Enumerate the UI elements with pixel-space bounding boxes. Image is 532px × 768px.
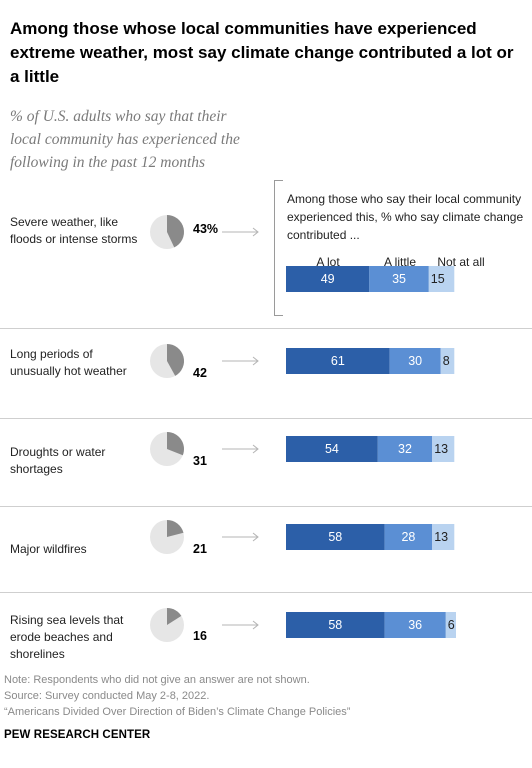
bar-value-label: 13: [434, 530, 449, 544]
legend-bracket: [274, 180, 283, 316]
column-header-a-lot: A lot: [316, 255, 340, 269]
pie-slice: [167, 520, 184, 537]
row-divider: [0, 418, 532, 419]
bar-value-label: 13: [434, 442, 449, 456]
source-text: Source: Survey conducted May 2-8, 2022.: [4, 690, 210, 702]
arrow-head: [252, 227, 259, 237]
arrow-head: [252, 356, 259, 366]
pie-slice: [167, 215, 185, 248]
bar-value-label: 58: [328, 530, 343, 544]
bar-segment-a-lot: [286, 612, 385, 638]
row-label-sea-levels: Rising sea levels that erode beaches and…: [10, 613, 124, 661]
bar-value-label: 36: [408, 618, 423, 632]
pie-slice: [167, 608, 182, 625]
bar-segment-a-lot: [286, 348, 390, 374]
experienced-pct-wildfires: 21: [193, 542, 207, 556]
bar-segment-a-lot: [286, 436, 378, 462]
bar-segment-not-at-all: [445, 612, 456, 638]
row-divider: [0, 328, 532, 329]
bar-value-label: 30: [408, 354, 423, 368]
note-text: Note: Respondents who did not give an an…: [4, 674, 310, 686]
bar-value-label: 58: [328, 618, 343, 632]
bar-value-label: 61: [330, 354, 345, 368]
row-label-hot-weather: Long periods of unusually hot weather: [10, 347, 127, 378]
bar-segment-a-little: [377, 436, 433, 462]
arrow-head: [252, 444, 259, 454]
bar-segment-not-at-all: [432, 436, 455, 462]
row-label-droughts: Droughts or water shortages: [10, 445, 106, 476]
bar-value-label: 54: [324, 442, 339, 456]
bar-value-label: 28: [401, 530, 416, 544]
bar-segment-a-little: [369, 266, 429, 292]
bar-value-label: 49: [320, 272, 335, 286]
bar-segment-a-lot: [286, 266, 370, 292]
bar-segment-not-at-all: [440, 348, 455, 374]
experienced-pct-severe-weather: 43%: [193, 222, 219, 236]
pie-slice: [167, 432, 185, 456]
chart-notes: Note: Respondents who did not give an an…: [4, 672, 524, 720]
chart-title: Among those whose local communities have…: [10, 19, 514, 86]
experienced-pct-sea-levels: 16: [193, 629, 207, 643]
bar-value-label: 15: [430, 272, 445, 286]
bar-segment-a-little: [389, 348, 441, 374]
row-label-wildfires: Major wildfires: [10, 542, 87, 556]
pie-slice: [167, 344, 184, 376]
column-header-not-at-all: Not at all: [437, 255, 485, 269]
row-label-severe-weather: Severe weather, like floods or intense s…: [10, 215, 138, 246]
bar-segment-a-little: [384, 612, 446, 638]
bar-segment-a-lot: [286, 524, 385, 550]
bar-segment-not-at-all: [432, 524, 455, 550]
experienced-pct-droughts: 31: [193, 454, 207, 468]
arrow-head: [252, 532, 259, 542]
arrow-head: [252, 620, 259, 630]
column-header-a-little: A little: [383, 255, 416, 269]
bar-value-label: 35: [392, 272, 406, 286]
row-divider: [0, 592, 532, 593]
brand-logo-text: PEW RESEARCH CENTER: [4, 729, 151, 741]
row-divider: [0, 506, 532, 507]
bar-segment-a-little: [384, 524, 433, 550]
report-title: “Americans Divided Over Direction of Bid…: [4, 706, 351, 718]
bar-segment-not-at-all: [428, 266, 455, 292]
legend-intro: Among those who say their local communit…: [287, 192, 524, 242]
bar-value-label: 6: [447, 618, 455, 632]
chart-subtitle: % of U.S. adults who say that their loca…: [10, 108, 240, 171]
bar-value-label: 32: [398, 442, 412, 456]
experienced-pct-hot-weather: 42: [193, 366, 207, 380]
bar-value-label: 8: [442, 354, 450, 368]
